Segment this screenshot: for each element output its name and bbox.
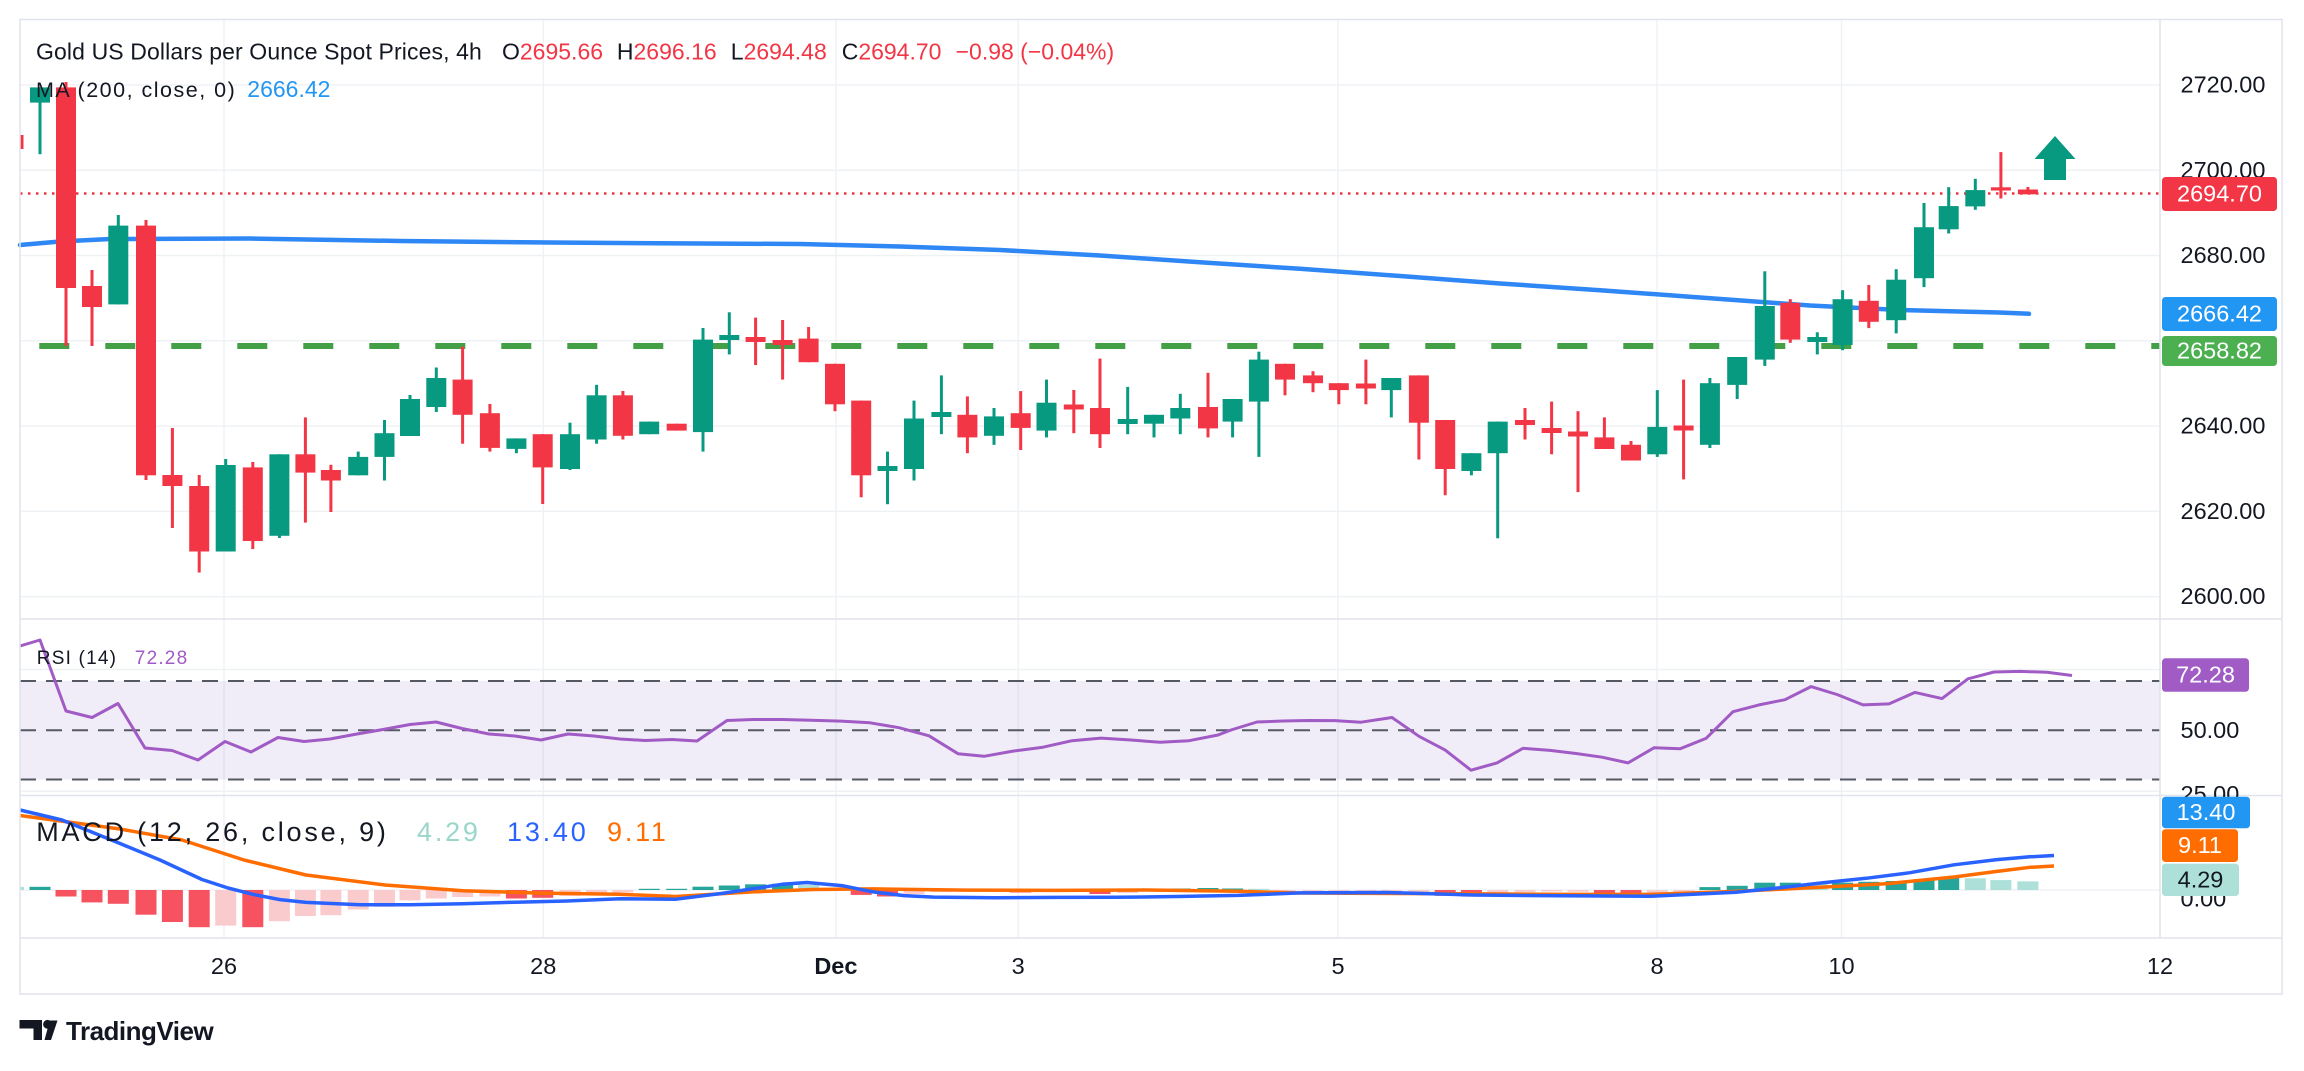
svg-text:TradingView: TradingView	[66, 1016, 214, 1046]
svg-text:13.40: 13.40	[507, 817, 589, 847]
svg-text:2720.00: 2720.00	[2181, 72, 2266, 98]
svg-text:10: 10	[1828, 953, 1854, 979]
svg-text:2658.82: 2658.82	[2177, 338, 2262, 364]
svg-text:9.11: 9.11	[607, 817, 669, 847]
svg-text:12: 12	[2147, 953, 2173, 979]
svg-text:8: 8	[1650, 953, 1663, 979]
svg-text:5: 5	[1331, 953, 1344, 979]
svg-text:28: 28	[530, 953, 556, 979]
svg-text:72.28: 72.28	[135, 648, 189, 669]
svg-text:O2695.66: O2695.66	[502, 39, 603, 65]
svg-text:4.29: 4.29	[2178, 866, 2224, 892]
svg-text:9.11: 9.11	[2178, 832, 2222, 858]
svg-text:2640.00: 2640.00	[2181, 413, 2266, 439]
svg-text:MA (200, close, 0): MA (200, close, 0)	[36, 78, 236, 102]
svg-text:2694.70: 2694.70	[2177, 181, 2262, 207]
svg-text:MACD (12, 26, close, 9): MACD (12, 26, close, 9)	[36, 817, 389, 847]
svg-text:RSI (14): RSI (14)	[37, 648, 117, 669]
svg-text:2666.42: 2666.42	[247, 76, 330, 102]
svg-text:C2694.70: C2694.70	[842, 39, 942, 65]
svg-text:4.29: 4.29	[417, 817, 481, 847]
svg-text:2620.00: 2620.00	[2181, 498, 2266, 524]
svg-text:26: 26	[211, 953, 237, 979]
svg-text:50.00: 50.00	[2181, 717, 2240, 743]
svg-text:3: 3	[1012, 953, 1025, 979]
svg-text:−0.98 (−0.04%): −0.98 (−0.04%)	[956, 39, 1115, 65]
svg-text:72.28: 72.28	[2176, 662, 2235, 688]
svg-text:2666.42: 2666.42	[2177, 301, 2262, 327]
svg-text:Dec: Dec	[814, 953, 857, 979]
svg-text:L2694.48: L2694.48	[731, 39, 827, 65]
svg-text:13.40: 13.40	[2177, 799, 2236, 825]
svg-text:2680.00: 2680.00	[2181, 242, 2266, 268]
svg-text:2600.00: 2600.00	[2181, 583, 2266, 609]
svg-text:Gold US Dollars per Ounce Spot: Gold US Dollars per Ounce Spot Prices, 4…	[36, 39, 482, 65]
svg-text:H2696.16: H2696.16	[617, 39, 717, 65]
